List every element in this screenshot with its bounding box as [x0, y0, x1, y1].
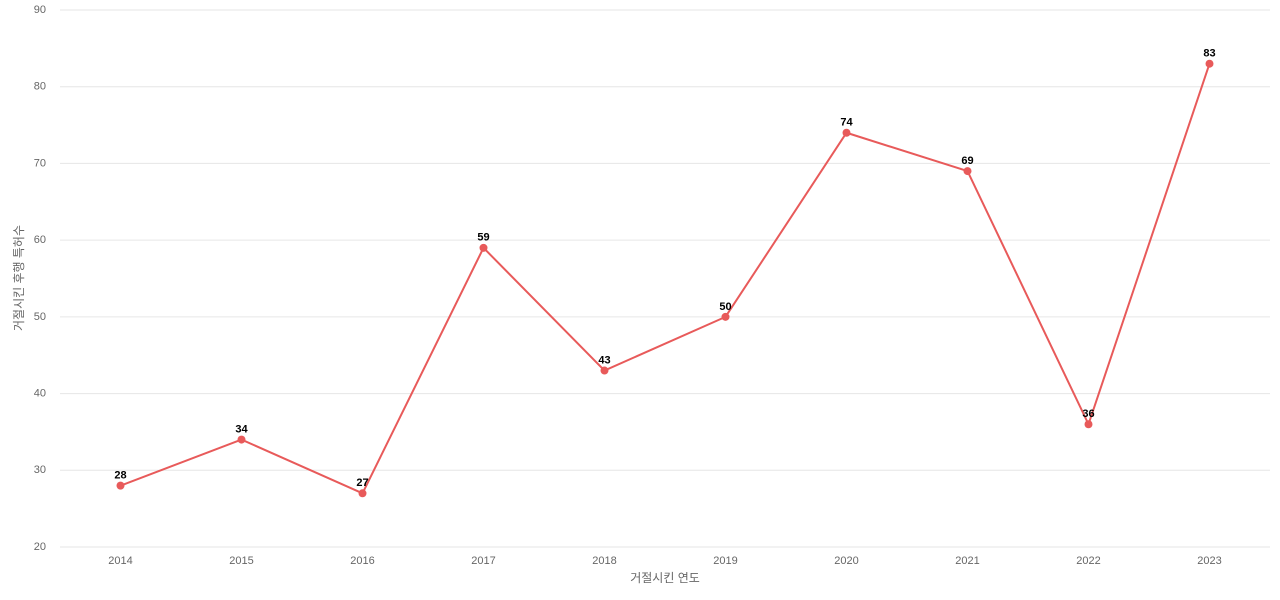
y-axis-title: 거절시킨 후행 특허수: [11, 225, 26, 331]
data-label: 28: [114, 470, 126, 482]
x-tick-label: 2022: [1076, 555, 1100, 567]
data-label: 36: [1082, 408, 1094, 420]
point: [116, 481, 125, 490]
data-label: 43: [598, 354, 610, 366]
x-tick-label: 2018: [592, 555, 616, 567]
data-label: 59: [477, 232, 489, 244]
y-tick-label: 50: [34, 311, 46, 323]
point: [963, 167, 972, 176]
point: [358, 489, 367, 498]
point: [600, 366, 609, 375]
x-tick-label: 2020: [834, 555, 858, 567]
point: [721, 312, 730, 321]
x-tick-label: 2023: [1197, 555, 1221, 567]
x-tick-label: 2014: [108, 555, 132, 567]
data-label: 69: [961, 155, 973, 167]
y-tick-label: 80: [34, 81, 46, 93]
x-axis-title: 거절시킨 연도: [630, 571, 700, 585]
point: [842, 128, 851, 137]
data-label: 34: [235, 424, 248, 436]
x-tick-label: 2017: [471, 555, 495, 567]
y-tick-label: 20: [34, 541, 46, 553]
y-tick-label: 60: [34, 234, 46, 246]
point: [237, 435, 246, 444]
y-tick-label: 90: [34, 4, 46, 16]
point: [479, 243, 488, 252]
y-tick-label: 40: [34, 387, 46, 399]
y-tick-label: 30: [34, 464, 46, 476]
y-tick-label: 70: [34, 157, 46, 169]
x-tick-label: 2019: [713, 555, 737, 567]
x-tick-label: 2015: [229, 555, 253, 567]
data-label: 50: [719, 301, 731, 313]
point: [1205, 59, 1214, 68]
line: [120, 63, 1211, 495]
x-tick-label: 2016: [350, 555, 374, 567]
data-label: 83: [1203, 48, 1215, 60]
x-tick-label: 2021: [955, 555, 979, 567]
point: [1084, 420, 1093, 429]
data-label: 74: [840, 117, 853, 129]
data-label: 27: [356, 477, 368, 489]
